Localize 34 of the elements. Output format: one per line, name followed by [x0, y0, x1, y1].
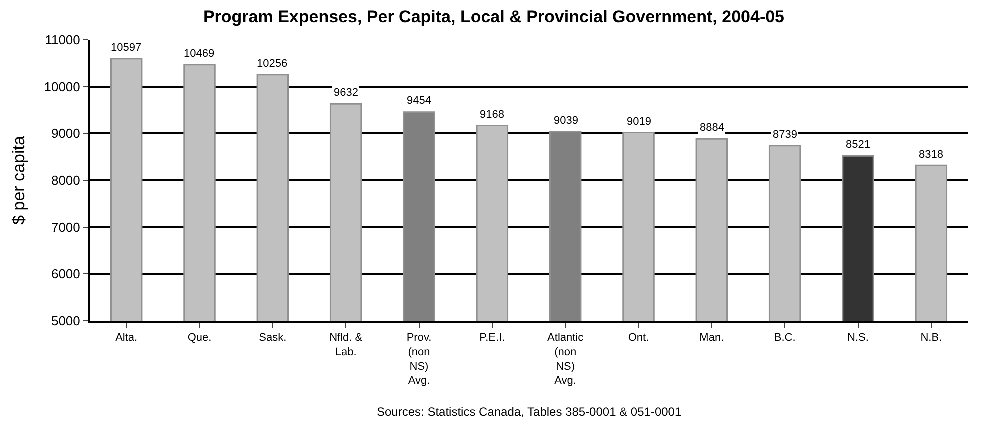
- chart-title: Program Expenses, Per Capita, Local & Provincial Government, 2004-05: [203, 8, 785, 27]
- x-tick-label: P.E.I.: [480, 332, 506, 344]
- data-label: 8521: [846, 139, 870, 151]
- data-label: 9454: [407, 95, 432, 107]
- data-label: 9632: [334, 87, 358, 99]
- source-note: Sources: Statistics Canada, Tables 385-0001 & 051-0001: [377, 405, 682, 419]
- y-axis-title: $ per capita: [9, 136, 28, 225]
- x-tick-label: B.C.: [774, 332, 796, 344]
- data-label: 9168: [480, 109, 504, 121]
- y-tick-label: 9000: [51, 126, 80, 142]
- y-tick-label: 5000: [51, 314, 80, 329]
- x-tick-label: N.B.: [920, 332, 942, 344]
- data-label: 8884: [700, 122, 724, 134]
- y-tick-label: 7000: [51, 220, 80, 235]
- data-label: 8318: [919, 149, 944, 161]
- x-tick-label: Alta.: [116, 332, 138, 344]
- x-tick-label: N.S.: [848, 332, 869, 344]
- data-label: 10256: [257, 58, 288, 70]
- y-tick-label: 8000: [51, 173, 80, 188]
- y-tick-label: 11000: [45, 32, 80, 48]
- data-label: 10469: [184, 48, 215, 60]
- x-tick-label: Nfld. & Lab.: [330, 332, 364, 358]
- x-tick-label: Ont.: [628, 332, 650, 344]
- x-tick-label: Man.: [700, 332, 724, 344]
- x-tick-label: Sask.: [259, 332, 287, 344]
- data-label: 10597: [111, 42, 142, 54]
- x-tick-label: Prov. (non NS) Avg.: [406, 332, 432, 388]
- data-label: 8739: [773, 129, 798, 141]
- data-label: 9019: [627, 116, 652, 128]
- y-tick-label: 10000: [44, 79, 80, 94]
- x-tick-label: Atlantic (non NS) Avg.: [548, 332, 584, 388]
- x-tick-label: Que.: [188, 332, 212, 344]
- data-label: 9039: [554, 115, 578, 127]
- y-tick-label: 6000: [51, 266, 80, 282]
